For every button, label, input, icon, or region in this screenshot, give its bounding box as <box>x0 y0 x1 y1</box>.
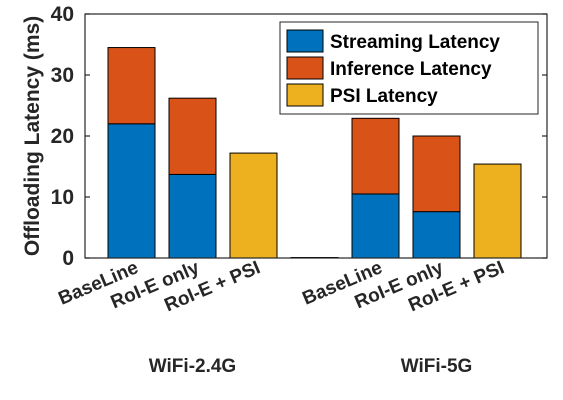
legend-swatch <box>286 29 324 53</box>
y-tick-label: 20 <box>51 125 74 148</box>
y-tick-label: 0 <box>62 247 74 270</box>
y-tick-label: 30 <box>51 64 74 87</box>
bar-segment <box>412 135 461 213</box>
bar-segment <box>412 211 461 259</box>
y-tick-label: 10 <box>51 186 74 209</box>
group-label: WiFi-2.4G <box>149 356 236 377</box>
y-tick-label: 40 <box>51 3 74 26</box>
legend-label: Inference Latency <box>330 59 492 80</box>
bar-segment <box>473 163 522 259</box>
bar-segment <box>351 117 400 195</box>
legend-swatch <box>286 83 324 107</box>
bar-segment <box>168 173 217 259</box>
bar-segment <box>107 123 156 259</box>
legend-label: PSI Latency <box>330 86 438 107</box>
legend-label: Streaming Latency <box>330 32 500 53</box>
y-axis-label: Offloading Latency (ms) <box>21 16 44 256</box>
bar-segment <box>168 97 217 175</box>
group-label: WiFi-5G <box>401 356 473 377</box>
bar-segment <box>351 193 400 259</box>
bar-segment <box>107 47 156 125</box>
bar-segment <box>229 152 278 259</box>
y-ticks: 0 10 20 30 40 <box>51 3 547 270</box>
legend: Streaming Latency Inference Latency PSI La… <box>279 21 539 115</box>
legend-swatch <box>286 56 324 80</box>
group-labels: WiFi-2.4G WiFi-5G <box>149 356 473 377</box>
bars-layer <box>107 47 522 259</box>
